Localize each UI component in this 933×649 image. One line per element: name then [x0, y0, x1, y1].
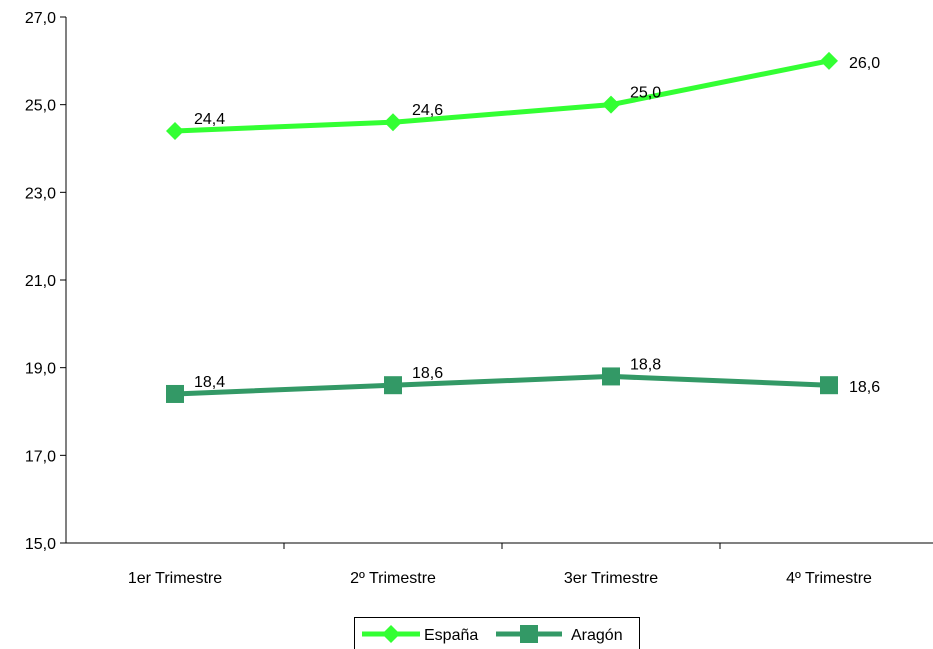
series-layer: 24,4 24,6 25,0 26,0 18,4 18,6 18,8 18,6: [166, 51, 880, 403]
legend-entry-espana: España: [362, 625, 478, 644]
series-aragon: 18,4 18,6 18,8 18,6: [166, 356, 880, 403]
y-tick-label: 25,0: [25, 98, 56, 115]
x-tick-label: 1er Trimestre: [128, 570, 222, 587]
data-label: 18,4: [194, 374, 225, 391]
y-tick-label: 21,0: [25, 273, 56, 290]
data-point-marker: [602, 95, 620, 114]
data-point-marker: [820, 376, 838, 395]
legend-label: España: [424, 627, 478, 644]
data-point-marker: [384, 376, 402, 395]
x-tick-label: 3er Trimestre: [564, 570, 658, 587]
data-point-marker: [384, 113, 402, 132]
y-tick-label: 17,0: [25, 448, 56, 465]
data-label: 24,6: [412, 102, 443, 119]
data-label: 18,6: [849, 379, 880, 396]
y-tick-label: 27,0: [25, 10, 56, 27]
data-point-marker: [820, 51, 838, 70]
x-tick-label: 2º Trimestre: [350, 570, 436, 587]
legend-entry-aragon: Aragón: [496, 625, 623, 644]
legend-label: Aragón: [571, 627, 623, 644]
legend-marker: [382, 625, 400, 643]
y-tick-label: 15,0: [25, 536, 56, 553]
axes: [65, 17, 933, 544]
legend-marker: [520, 625, 538, 643]
legend: España Aragón: [354, 617, 640, 649]
series-line: [174, 373, 830, 397]
data-point-marker: [166, 384, 184, 403]
data-label: 18,8: [630, 356, 661, 373]
data-label: 26,0: [849, 55, 880, 72]
data-label: 18,6: [412, 365, 443, 382]
x-tick-label: 4º Trimestre: [786, 570, 872, 587]
series-line: [174, 58, 830, 134]
y-tick-label: 19,0: [25, 361, 56, 378]
y-axis-ticks: 15,0 17,0 19,0 21,0 23,0 25,0 27,0: [25, 10, 66, 553]
series-espana: 24,4 24,6 25,0 26,0: [166, 51, 880, 140]
data-label: 24,4: [194, 111, 225, 128]
data-point-marker: [166, 121, 184, 140]
x-axis-ticks: 1er Trimestre 2º Trimestre 3er Trimestre 4º…: [128, 543, 872, 587]
y-tick-label: 23,0: [25, 185, 56, 202]
data-label: 25,0: [630, 85, 661, 102]
data-point-marker: [602, 367, 620, 386]
